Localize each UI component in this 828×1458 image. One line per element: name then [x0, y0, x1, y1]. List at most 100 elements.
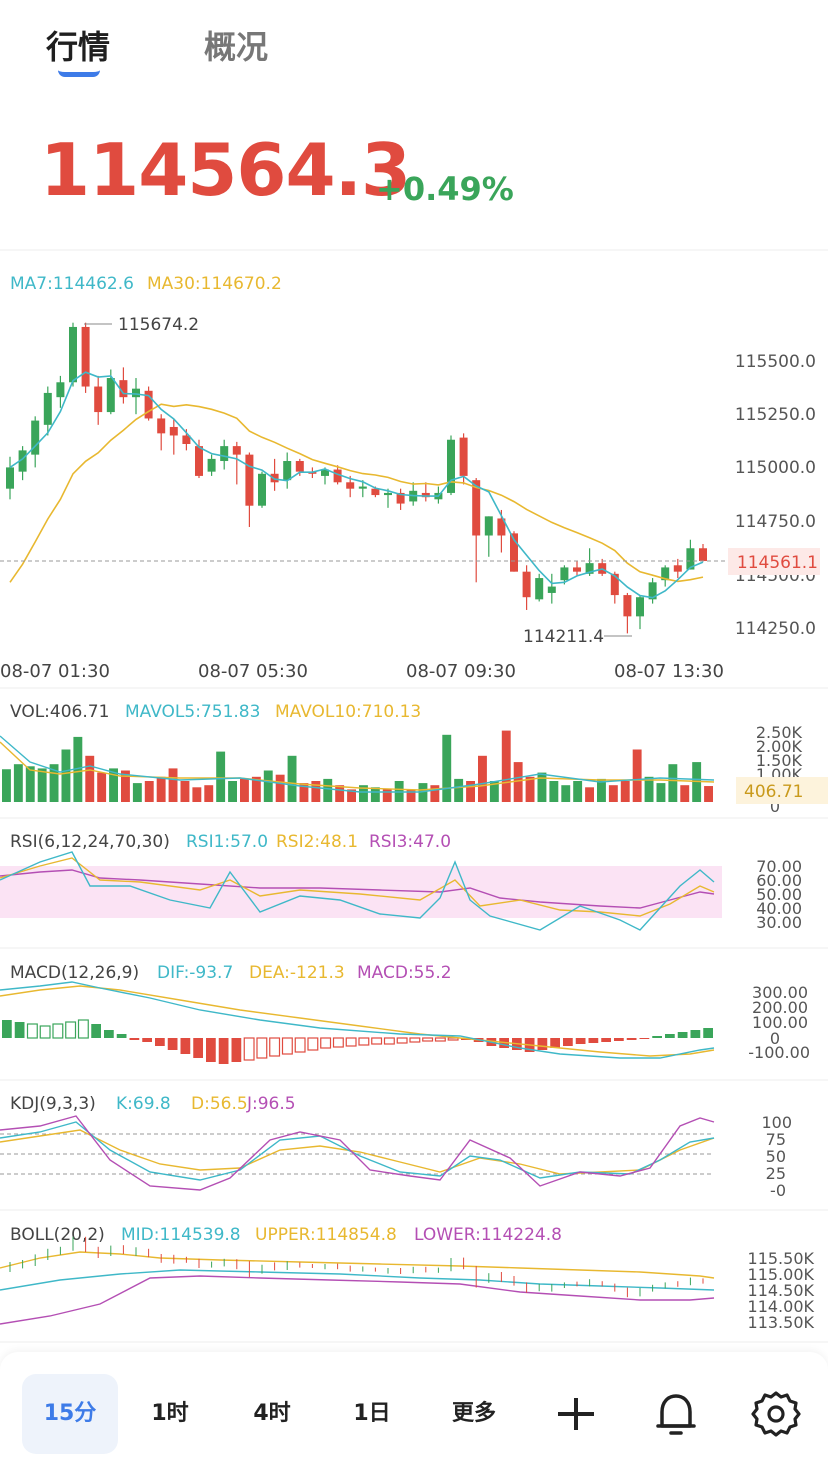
- top-tabs: 行情 概况: [0, 0, 828, 100]
- volume-bar: [656, 783, 666, 802]
- candle-body: [321, 469, 329, 476]
- volume-bar: [144, 781, 154, 802]
- candle-body: [283, 461, 292, 481]
- active-tab-indicator: [58, 70, 100, 77]
- candle-body: [358, 486, 367, 489]
- volume-bar: [561, 785, 571, 802]
- volume-bar: [370, 787, 380, 802]
- candle-body: [484, 516, 493, 536]
- macd-bar: [358, 1037, 370, 1046]
- macd-dea-label: DEA:-121.3: [249, 963, 345, 983]
- boll-mid-line: [0, 1269, 715, 1291]
- macd-bar: [639, 1038, 650, 1039]
- kdj-axis-tick: 50: [766, 1147, 786, 1166]
- mavol5-line: [0, 735, 715, 793]
- tab-overview[interactable]: 概况: [204, 28, 269, 66]
- candle-body: [535, 578, 544, 600]
- volume-bar: [359, 785, 368, 802]
- mavol10-label: MAVOL10:710.13: [275, 702, 421, 722]
- gear-icon[interactable]: [746, 1384, 806, 1444]
- tab-market[interactable]: 行情: [46, 28, 111, 66]
- volume-bars: [2, 730, 713, 802]
- boll-mid-label: MID:114539.8: [121, 1225, 241, 1245]
- current-price-tag-bg: [728, 548, 820, 575]
- price-axis-tick: 115500.0: [735, 352, 816, 372]
- rsi2-line: [0, 857, 715, 917]
- volume-bar: [430, 785, 440, 802]
- period-4h-button[interactable]: 4时: [253, 1401, 291, 1426]
- boll-lower-label: LOWER:114224.8: [414, 1225, 562, 1245]
- plus-icon[interactable]: [546, 1384, 606, 1444]
- boll-lower-line: [0, 1275, 715, 1325]
- kdj-title: KDJ(9,3,3): [10, 1094, 96, 1114]
- candle-body: [623, 595, 632, 617]
- candle-body: [182, 435, 191, 444]
- candle-body: [459, 437, 468, 476]
- bell-icon[interactable]: [646, 1384, 706, 1444]
- kdj-axis-tick: 100: [761, 1113, 792, 1132]
- kdj-d-label: D:56.5: [191, 1094, 248, 1114]
- volume-bar: [216, 751, 226, 802]
- macd-bar: [677, 1032, 688, 1038]
- volume-bar: [489, 781, 499, 802]
- macd-bar: [206, 1038, 216, 1062]
- volume-bar: [156, 776, 166, 802]
- candle-body: [132, 388, 140, 398]
- candle-body: [18, 450, 27, 472]
- volume-bar: [466, 781, 475, 802]
- volume-bar: [61, 749, 71, 802]
- boll-upper-label: UPPER:114854.8: [255, 1225, 397, 1245]
- macd-bar: [167, 1038, 178, 1050]
- rsi-axis-tick: 30.00: [756, 913, 802, 932]
- price-axis-tick: 114750.0: [735, 512, 816, 532]
- current-price-tag: 114561.1: [737, 553, 818, 573]
- ma30-label: MA30:114670.2: [147, 274, 282, 294]
- volume-bar: [668, 764, 678, 802]
- macd-title: MACD(12,26,9): [10, 963, 139, 983]
- candle-body: [648, 582, 657, 600]
- period-1d-button[interactable]: 1日: [353, 1401, 391, 1426]
- candle-body: [661, 567, 670, 581]
- time-label: 08-07 13:30: [614, 661, 724, 682]
- volume-bar: [299, 783, 309, 802]
- macd-bar: [434, 1037, 446, 1042]
- macd-bar: [91, 1024, 101, 1038]
- macd-bar: [588, 1038, 599, 1043]
- volume-bar: [478, 755, 487, 802]
- ma7-line: [9, 371, 704, 599]
- macd-bar: [320, 1037, 332, 1049]
- candle-body: [258, 473, 266, 506]
- candle-body: [547, 586, 556, 593]
- candle-body: [144, 390, 153, 419]
- volume-bar: [97, 772, 107, 802]
- macd-bar: [690, 1030, 701, 1038]
- candle-body: [699, 548, 707, 562]
- kdj-axis-tick: -0: [770, 1181, 786, 1200]
- period-15m-button[interactable]: 15分: [22, 1374, 118, 1454]
- volume-bar: [585, 787, 594, 802]
- volume-bar: [85, 755, 95, 802]
- vol-axis-tick: 1.50K: [756, 751, 803, 770]
- volume-bar: [680, 785, 690, 802]
- macd-bar: [307, 1037, 319, 1051]
- kline-chart[interactable]: MA7:114462.6 MA30:114670.2 115500.0 1152…: [0, 0, 828, 1352]
- rsi3-label: RSI3:47.0: [369, 832, 451, 852]
- volume-bar: [442, 734, 452, 802]
- mavol5-label: MAVOL5:751.83: [125, 702, 260, 722]
- volume-bar: [49, 764, 59, 802]
- macd-bar: [142, 1038, 152, 1042]
- kdj-k-label: K:69.8: [116, 1094, 171, 1114]
- candle-body: [384, 492, 392, 496]
- candle-body: [522, 571, 531, 598]
- period-1h-button[interactable]: 1时: [151, 1401, 189, 1426]
- candle-body: [497, 518, 506, 536]
- time-label: 08-07 09:30: [406, 661, 516, 682]
- volume-bar: [251, 776, 261, 802]
- vol-label: VOL:406.71: [10, 702, 109, 722]
- volume-bar: [287, 755, 297, 802]
- macd-bar: [575, 1038, 586, 1044]
- candle-body: [686, 548, 695, 570]
- period-more-button[interactable]: 更多: [451, 1401, 496, 1426]
- volume-bar: [406, 789, 416, 802]
- volume-bar: [192, 787, 202, 802]
